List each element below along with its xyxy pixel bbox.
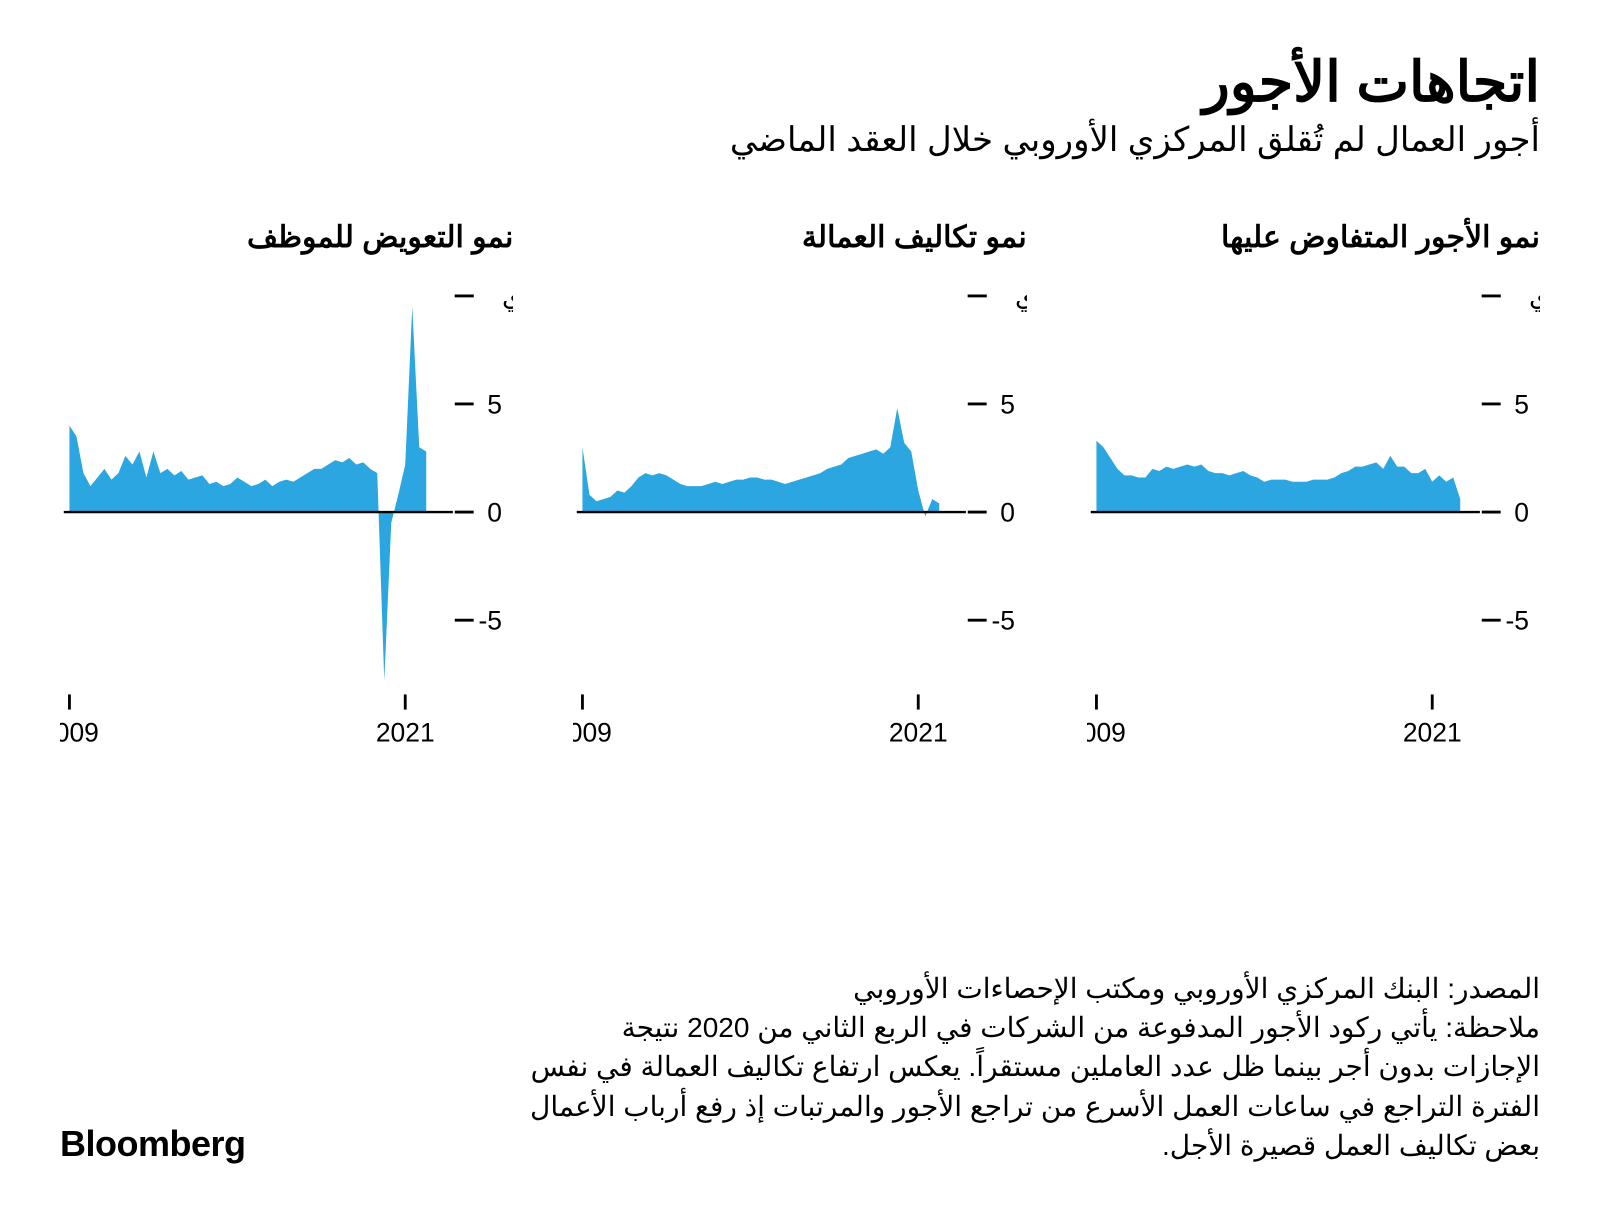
svg-text:-5: -5 [992,606,1016,636]
svg-text:2021: 2021 [376,718,435,748]
chart-svg-2: -5 0 5 10% على أساس سنوي 2009 2021 [60,265,513,765]
chart-panel-2: نمو التعويض للموظف -5 0 5 10% على أساس سنو… [60,220,513,765]
svg-text:0: 0 [1514,498,1529,528]
svg-text:-5: -5 [478,606,502,636]
svg-text:0: 0 [487,498,502,528]
chart-svg-0: -5 0 5 10% على أساس سنوي 2009 2021 [1087,265,1540,765]
svg-text:2021: 2021 [1403,718,1462,748]
svg-text:10% على أساس سنوي: 10% على أساس سنوي [1015,279,1026,313]
chart-panel-0: نمو الأجور المتفاوض عليها -5 0 5 10% على أ… [1087,220,1540,765]
chart-title-1: نمو تكاليف العمالة [573,220,1026,255]
svg-text:-5: -5 [1505,606,1529,636]
chart-svg-1: -5 0 5 10% على أساس سنوي 2009 2021 [573,265,1026,765]
svg-text:10% على أساس سنوي: 10% على أساس سنوي [1529,279,1540,313]
footer: المصدر: البنك المركزي الأوروبي ومكتب الإ… [60,969,1540,1165]
svg-text:5: 5 [1001,390,1016,420]
page-title: اتجاهات الأجور [60,50,1540,114]
svg-text:2021: 2021 [889,718,948,748]
svg-text:5: 5 [487,390,502,420]
svg-text:5: 5 [1514,390,1529,420]
charts-row: نمو الأجور المتفاوض عليها -5 0 5 10% على أ… [60,220,1540,765]
page-root: اتجاهات الأجور أجور العمال لم تُقلق المر… [0,0,1600,1215]
svg-text:0: 0 [1001,498,1016,528]
svg-text:2009: 2009 [1087,718,1126,748]
svg-text:10% على أساس سنوي: 10% على أساس سنوي [502,279,513,313]
bloomberg-logo: Bloomberg [60,1123,246,1165]
svg-text:2009: 2009 [60,718,99,748]
footer-text: المصدر: البنك المركزي الأوروبي ومكتب الإ… [520,969,1540,1165]
svg-text:2009: 2009 [573,718,612,748]
chart-title-2: نمو التعويض للموظف [60,220,513,255]
chart-title-0: نمو الأجور المتفاوض عليها [1087,220,1540,255]
chart-panel-1: نمو تكاليف العمالة -5 0 5 10% على أساس سنو… [573,220,1026,765]
page-subtitle: أجور العمال لم تُقلق المركزي الأوروبي خل… [60,120,1540,160]
